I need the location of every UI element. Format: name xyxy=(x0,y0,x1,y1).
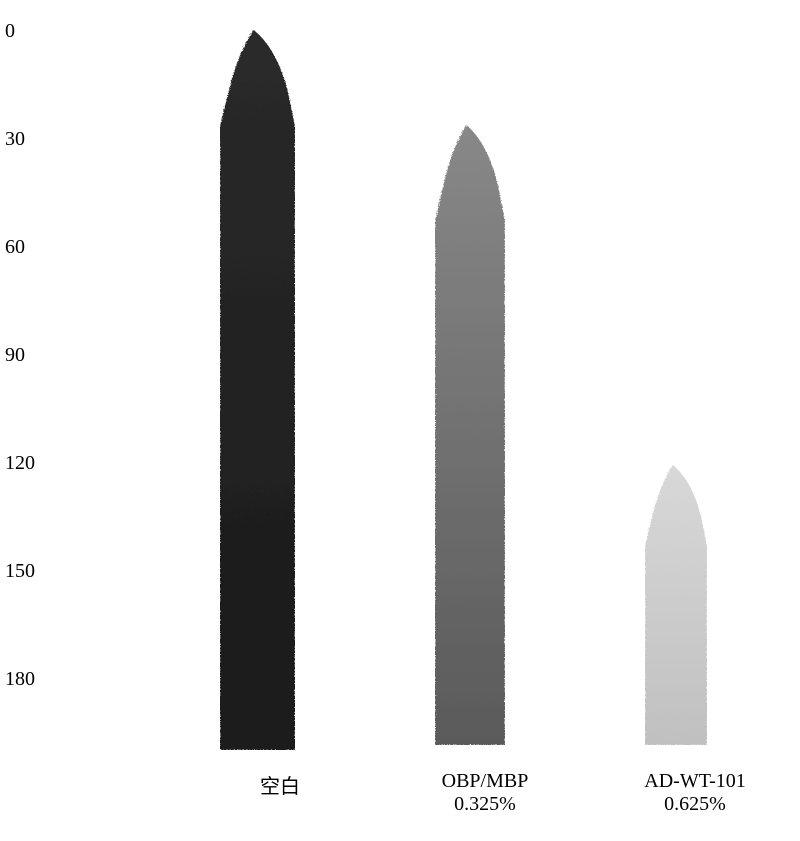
bar-blank xyxy=(220,30,295,750)
y-tick-0: 0 xyxy=(5,20,65,43)
x-label-obp-mbp-line2: 0.325% xyxy=(410,793,560,816)
y-tick-180: 180 xyxy=(5,668,65,691)
y-tick-150: 150 xyxy=(5,560,65,583)
y-tick-30: 30 xyxy=(5,128,65,151)
x-label-ad-wt-101: AD-WT-101 0.625% xyxy=(615,770,775,816)
bar-obp-mbp xyxy=(435,125,505,745)
bar-ad-wt-101 xyxy=(645,465,707,745)
x-label-obp-mbp: OBP/MBP 0.325% xyxy=(410,770,560,816)
bar-blank-shape xyxy=(220,30,295,750)
x-label-ad-wt-101-line2: 0.625% xyxy=(615,793,775,816)
chart-container: 0 30 60 90 120 150 180 xyxy=(0,10,800,831)
x-label-ad-wt-101-line1: AD-WT-101 xyxy=(615,770,775,793)
y-tick-90: 90 xyxy=(5,344,65,367)
plot-area xyxy=(90,25,790,745)
y-tick-60: 60 xyxy=(5,236,65,259)
bar-obp-mbp-shape xyxy=(435,125,505,745)
x-label-obp-mbp-line1: OBP/MBP xyxy=(410,770,560,793)
y-tick-120: 120 xyxy=(5,452,65,475)
bar-ad-wt-101-shape xyxy=(645,465,707,745)
x-label-blank-line1: 空白 xyxy=(220,770,340,799)
x-label-blank: 空白 xyxy=(220,770,340,799)
